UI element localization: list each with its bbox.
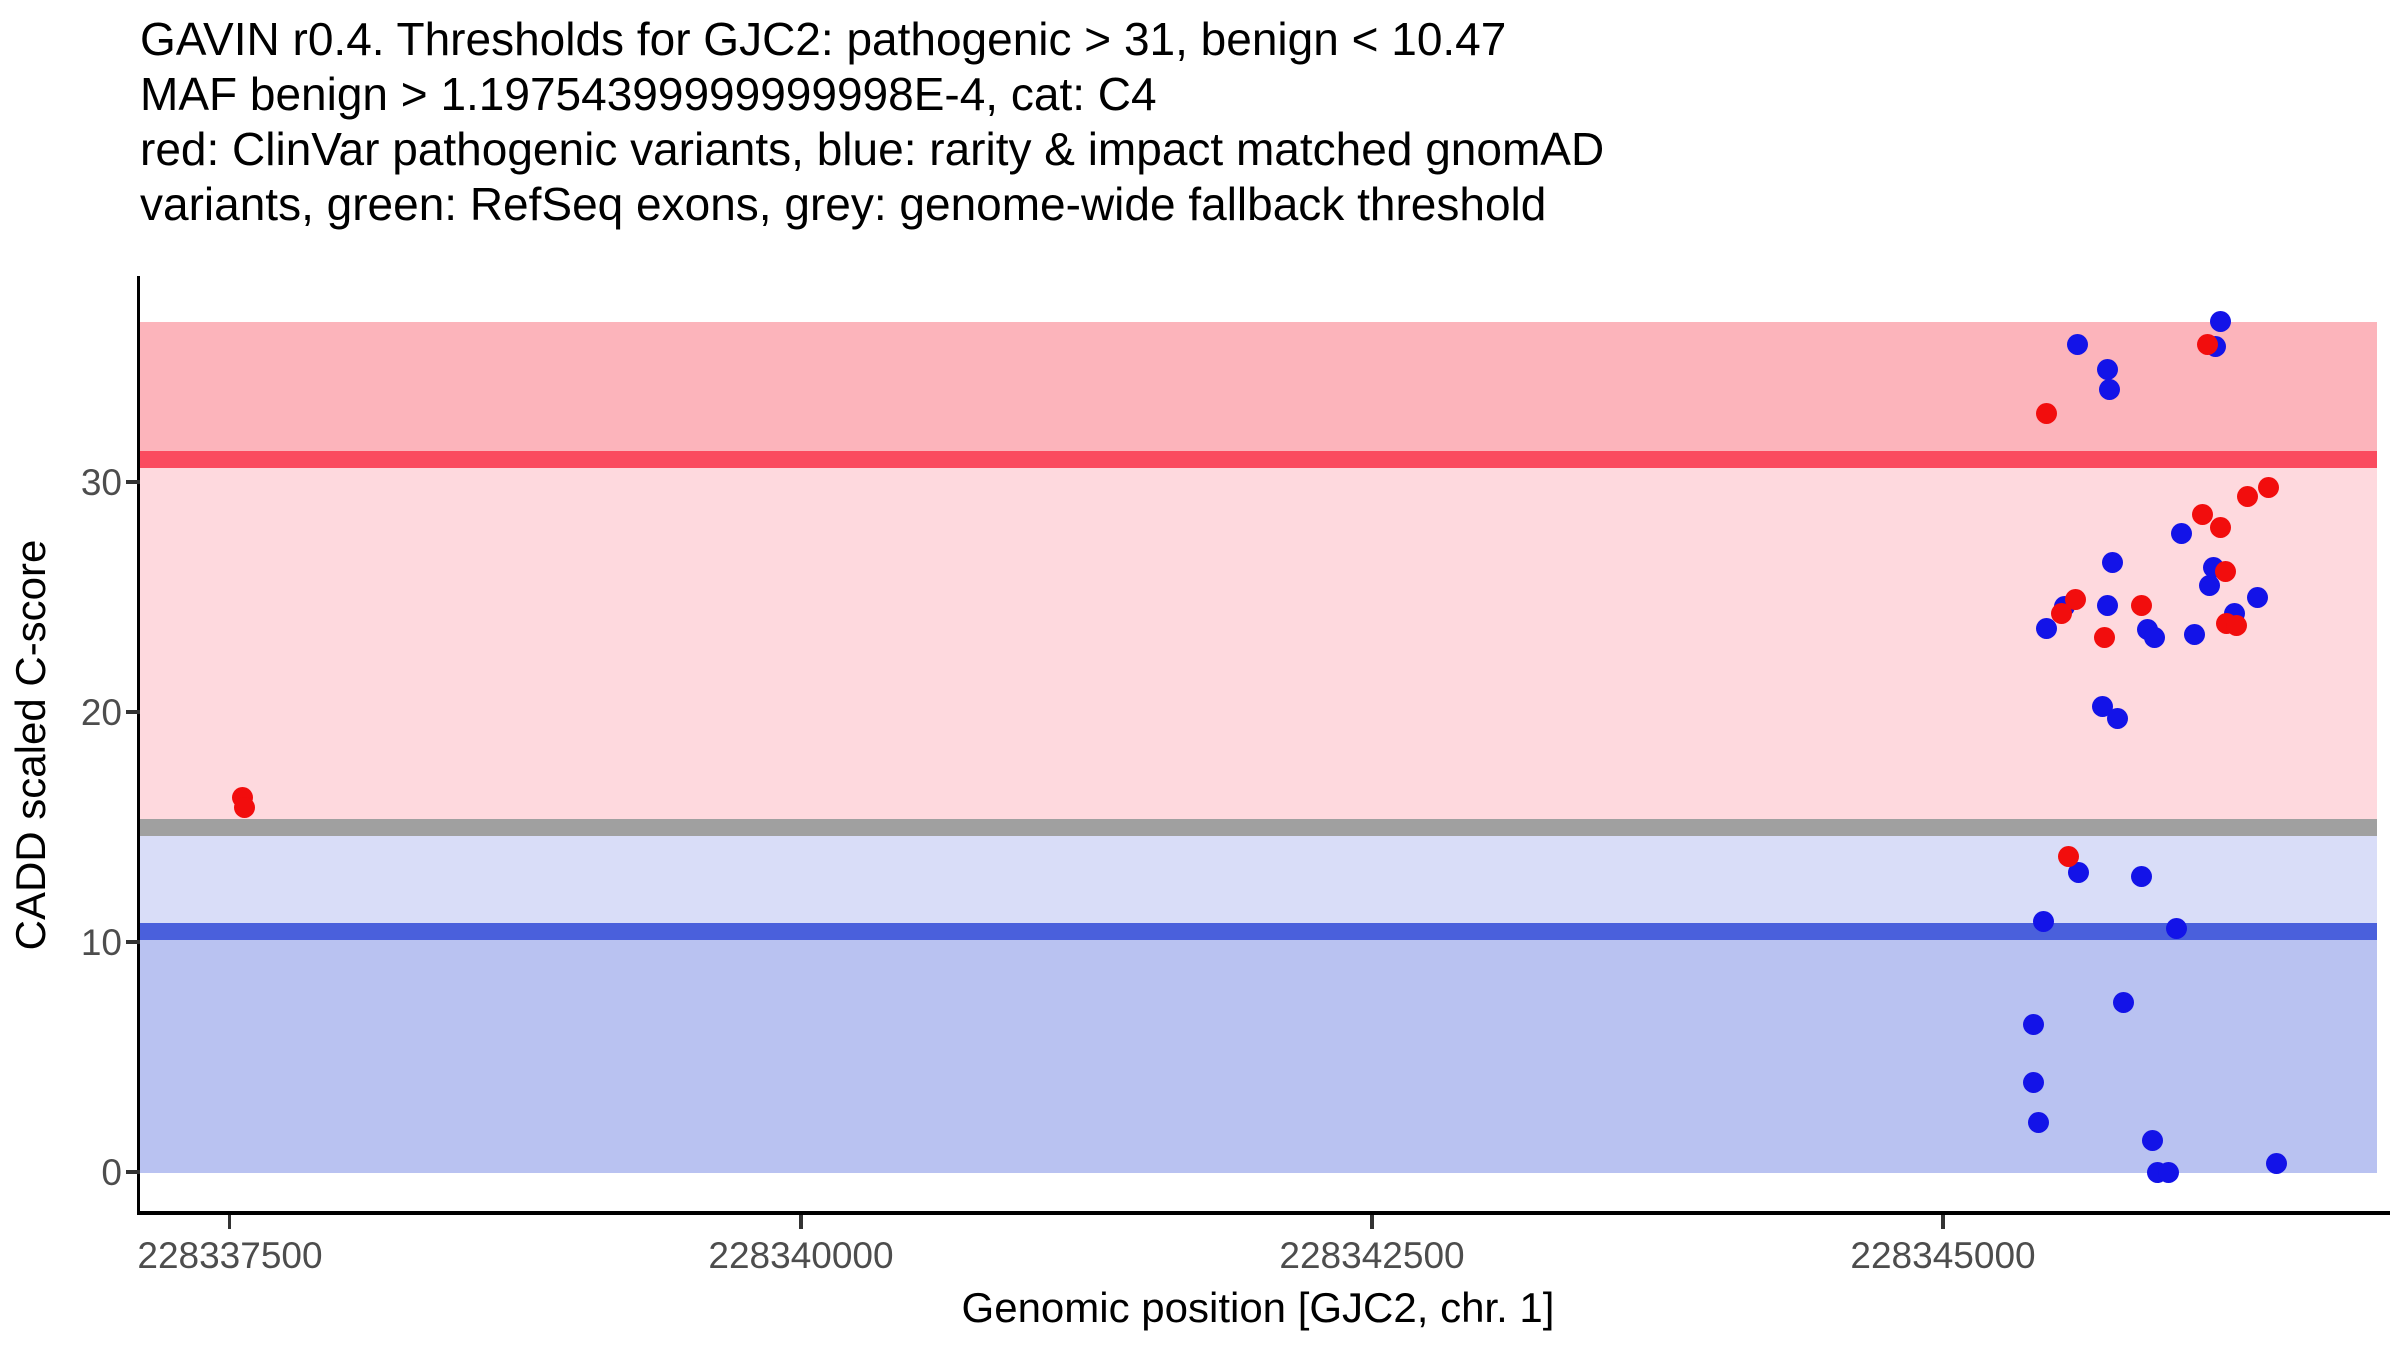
x-axis-line [137, 1211, 2390, 1215]
gnomad-variant-point [2142, 1129, 2164, 1151]
gnomad-variant-point [2067, 861, 2089, 883]
clinvar-variant-point [2257, 476, 2279, 498]
gnomad-variant-point [2091, 696, 2113, 718]
x-tick-mark [1370, 1215, 1374, 1229]
band-intermediate-region [140, 458, 2377, 827]
x-tick-label: 228345000 [1850, 1235, 2036, 1276]
clinvar-variant-point [2191, 504, 2213, 526]
x-tick-mark [799, 1215, 803, 1229]
gnomad-variant-point [2165, 917, 2187, 939]
x-tick-mark [227, 1215, 232, 1229]
y-tick-label: 0 [101, 1152, 122, 1194]
title-line-4: variants, green: RefSeq exons, grey: gen… [140, 178, 1547, 230]
gnomad-variant-point [2022, 1013, 2044, 1035]
x-tick-mark [1941, 1215, 1945, 1229]
gnomad-variant-point [2036, 618, 2058, 640]
y-tick-mark [126, 940, 140, 944]
gnomad-variant-point [2101, 552, 2123, 574]
clinvar-variant-point [2214, 561, 2236, 583]
y-tick-label: 20 [80, 692, 122, 734]
clinvar-variant-point [2094, 626, 2116, 648]
clinvar-variant-point [2036, 402, 2058, 424]
gnomad-variant-point [2144, 627, 2166, 649]
clinvar-variant-point [2197, 333, 2219, 355]
x-tick-label: 228342500 [1279, 1235, 1465, 1276]
clinvar-variant-point [2058, 845, 2080, 867]
gnomad-variant-point [2183, 623, 2205, 645]
clinvar-variant-point [2237, 486, 2259, 508]
gnomad-variant-point [2022, 1071, 2044, 1093]
x-tick-label: 228337500 [137, 1235, 323, 1276]
gnomad-variant-point [2097, 595, 2119, 617]
gnomad-variant-point [2209, 311, 2231, 333]
clinvar-variant-point [2209, 516, 2231, 538]
clinvar-variant-point [2131, 594, 2153, 616]
gnomad-variant-point [2158, 1161, 2180, 1183]
title-line-1: GAVIN r0.4. Thresholds for GJC2: pathoge… [140, 13, 1507, 65]
gnomad-variant-point [2097, 358, 2119, 380]
clinvar-variant-point [2226, 614, 2248, 636]
gnomad-variant-point [2106, 707, 2128, 729]
gnomad-variant-point [2099, 378, 2121, 400]
band-benign-lower-region [140, 931, 2377, 1173]
gnomad-variant-point [2265, 1152, 2287, 1174]
y-tick-mark [126, 1170, 140, 1174]
band-benign-upper-region [140, 826, 2377, 931]
gnomad-variant-point [2066, 333, 2088, 355]
line-genome-wide-fallback-threshold [140, 818, 2377, 836]
y-axis-title: CADD scaled C-score [7, 539, 54, 951]
gnomad-variant-point [2027, 1111, 2049, 1133]
line-pathogenic-threshold [140, 450, 2377, 468]
gnomad-variant-point [2130, 866, 2152, 888]
band-pathogenic-region [140, 321, 2377, 459]
y-tick-label: 10 [80, 922, 122, 964]
y-tick-mark [126, 710, 140, 714]
gnomad-variant-point [2032, 910, 2054, 932]
clinvar-variant-point [2050, 602, 2072, 624]
line-benign-threshold [140, 922, 2377, 940]
gnomad-variant-point [2246, 586, 2268, 608]
clinvar-variant-point [2065, 588, 2087, 610]
title-line-3: red: ClinVar pathogenic variants, blue: … [140, 123, 1605, 175]
y-axis-line [137, 276, 140, 1215]
y-tick-mark [126, 480, 140, 484]
gnomad-variant-point [2112, 992, 2134, 1014]
x-axis-title: Genomic position [GJC2, chr. 1] [961, 1284, 1555, 1331]
title-line-2: MAF benign > 1.19754399999999998E-4, cat… [140, 68, 1157, 120]
gnomad-variant-point [2171, 522, 2193, 544]
clinvar-variant-point [233, 796, 255, 818]
gnomad-variant-point [2198, 574, 2220, 596]
x-tick-label: 228340000 [708, 1235, 894, 1276]
y-tick-label: 30 [80, 462, 122, 504]
